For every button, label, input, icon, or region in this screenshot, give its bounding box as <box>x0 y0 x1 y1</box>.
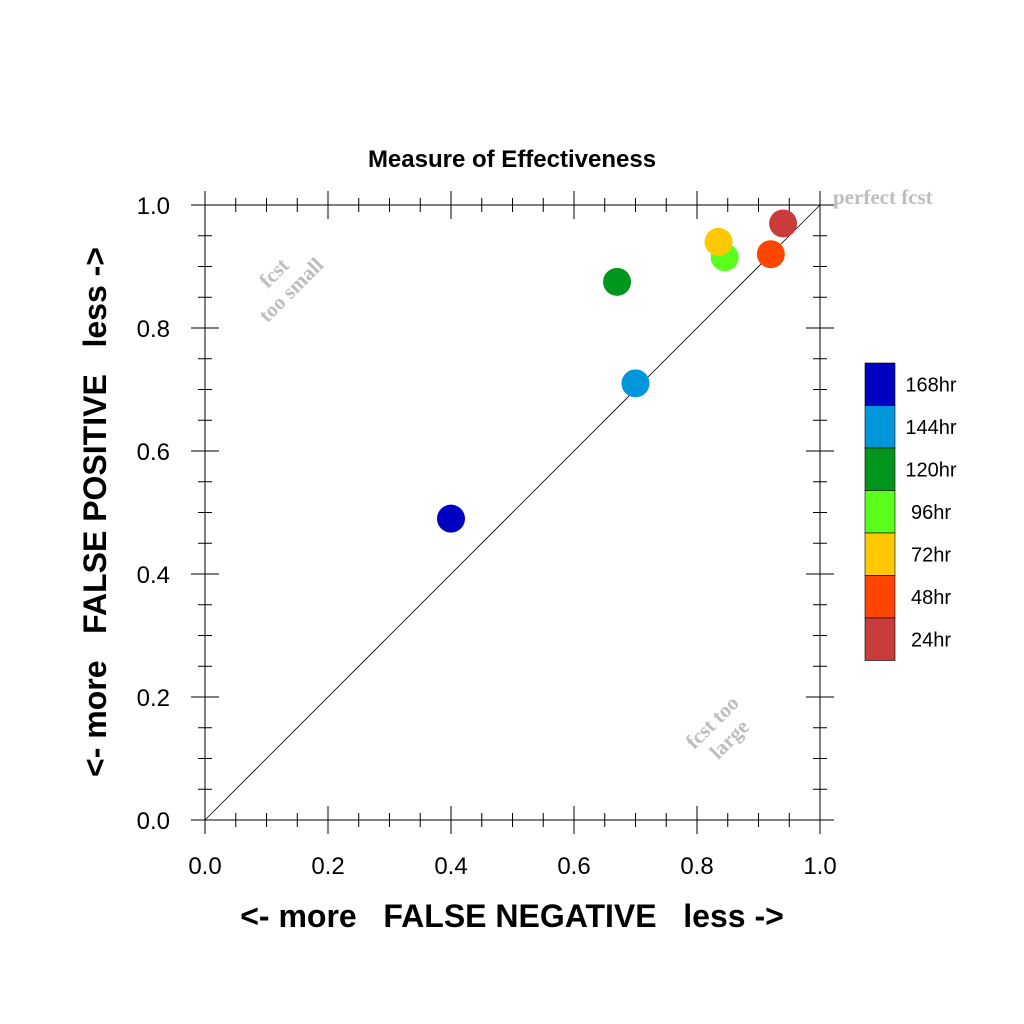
x-tick-label: 0.2 <box>311 853 344 880</box>
y-tick-label: 1.0 <box>137 193 170 220</box>
too-small-annotation: fcst too small <box>254 253 328 327</box>
x-tick-label: 0.4 <box>434 853 467 880</box>
data-point-144hr <box>621 369 650 398</box>
perfect-fcst-annotation: perfect fcst <box>833 185 933 209</box>
x-tick-label: 0.6 <box>557 853 590 880</box>
legend-swatch-120hr <box>864 447 896 491</box>
data-point-120hr <box>603 267 632 296</box>
y-tick-label: 0.2 <box>137 685 170 712</box>
data-point-48hr <box>756 240 785 269</box>
legend-label-168hr: 168hr <box>905 374 956 396</box>
axis-tick-labels: 0.0 0.2 0.4 0.6 0.8 1.0 0.0 0.2 0.4 0.6 0.8 1.0 <box>137 193 837 880</box>
data-point-168hr <box>437 504 465 533</box>
legend-swatch-168hr <box>864 362 896 406</box>
legend-swatch-96hr <box>864 490 896 534</box>
too-large-annotation: fcst too large <box>681 691 754 764</box>
legend-swatch-144hr <box>864 405 896 449</box>
diagonal-reference-line <box>204 204 821 821</box>
axis-ticks <box>191 191 834 834</box>
legend-label-48hr: 48hr <box>911 587 951 609</box>
legend-swatch-48hr <box>864 575 896 619</box>
data-point-72hr <box>704 227 733 256</box>
x-tick-label: 0.0 <box>188 853 221 880</box>
legend-label-24hr: 24hr <box>911 629 951 651</box>
x-tick-label: 0.8 <box>680 853 713 880</box>
x-axis-label: <- more FALSE NEGATIVE less -> <box>240 898 784 934</box>
legend-label-96hr: 96hr <box>911 502 951 524</box>
x-tick-label: 1.0 <box>803 853 836 880</box>
legend-label-72hr: 72hr <box>911 544 951 566</box>
y-tick-label: 0.0 <box>137 808 170 835</box>
legend-swatch-72hr <box>864 532 896 576</box>
y-tick-label: 0.8 <box>137 316 170 343</box>
data-point-24hr <box>769 209 798 238</box>
legend-swatch-24hr <box>864 617 896 661</box>
chart-title: Measure of Effectiveness <box>368 146 656 173</box>
y-tick-label: 0.4 <box>137 562 170 589</box>
y-tick-label: 0.6 <box>137 439 170 466</box>
legend: 168hr 144hr 120hr 96hr 72hr 48hr 24hr <box>864 362 957 661</box>
y-axis-label: <- more FALSE POSITIVE less -> <box>77 247 113 777</box>
legend-label-144hr: 144hr <box>905 417 956 439</box>
legend-label-120hr: 120hr <box>905 459 956 481</box>
data-points <box>437 209 798 533</box>
